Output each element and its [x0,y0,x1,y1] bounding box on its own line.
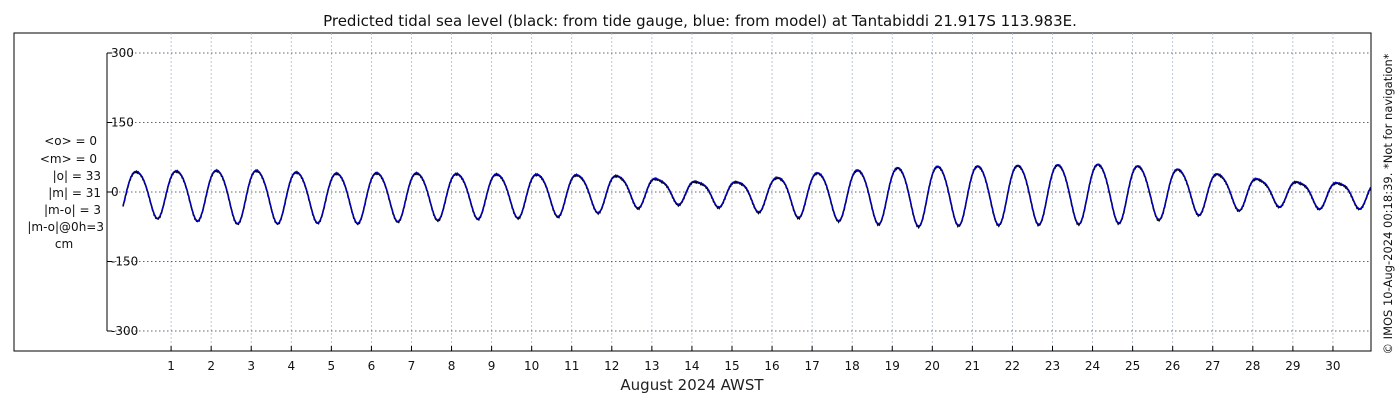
x-tick-label: 13 [644,359,659,373]
x-tick-label: 28 [1245,359,1260,373]
x-tick-label: 9 [488,359,496,373]
x-tick-label: 1 [167,359,175,373]
x-tick-label: 8 [448,359,456,373]
x-tick-label: 18 [845,359,860,373]
x-tick-label: 6 [368,359,376,373]
x-tick-label: 3 [247,359,255,373]
x-tick-label: 16 [764,359,779,373]
y-tick-label: -150 [111,255,138,269]
x-tick-label: 11 [564,359,579,373]
x-tick-label: 15 [724,359,739,373]
chart-title: Predicted tidal sea level (black: from t… [323,12,1077,30]
x-tick-label: 17 [804,359,819,373]
credit-text: © IMOS 10-Aug-2024 00:18:39. *Not for na… [1381,53,1395,354]
series-group [122,163,1372,230]
x-tick-label: 10 [524,359,539,373]
stat-abs-diff-0h: |m-o|@0h=3 [27,220,104,234]
x-tick-label: 12 [604,359,619,373]
model-series-line [122,163,1372,227]
x-tick-label: 22 [1005,359,1020,373]
y-axis: 300 150 0 -150 -300 [106,46,138,338]
x-tick-label: 20 [925,359,940,373]
y-tick-label: 0 [111,185,119,199]
x-tick-label: 23 [1045,359,1060,373]
x-tick-label: 27 [1205,359,1220,373]
stat-unit: cm [55,237,73,251]
grid-lines [107,33,1371,351]
x-tick-label: 19 [885,359,900,373]
y-tick-label: 300 [111,46,134,60]
x-axis-label: August 2024 AWST [620,376,764,394]
x-tick-label: 2 [207,359,215,373]
x-tick-label: 21 [965,359,980,373]
y-tick-label: -300 [111,324,138,338]
stat-mean-obs: <o> = 0 [44,134,97,148]
x-tick-label: 24 [1085,359,1100,373]
x-axis: 1 2 3 4 5 6 7 8 9 10 11 12 13 14 15 16 17 18 19 20 21 22 23 24 2… [135,346,1371,373]
x-tick-label: 7 [408,359,416,373]
stat-abs-obs: |o| = 33 [53,169,101,183]
stat-abs-model: |m| = 31 [48,186,101,200]
stats-box: <o> = 0 <m> = 0 |o| = 33 |m| = 31 |m-o| … [27,134,104,251]
stat-mean-model: <m> = 0 [40,152,97,166]
x-tick-label: 29 [1285,359,1300,373]
x-tick-label: 5 [328,359,336,373]
x-tick-label: 26 [1165,359,1180,373]
y-tick-label: 150 [111,116,134,130]
x-tick-label: 4 [287,359,295,373]
x-tick-label: 30 [1325,359,1340,373]
stat-abs-diff: |m-o| = 3 [44,203,101,217]
x-tick-label: 14 [684,359,699,373]
x-tick-label: 25 [1125,359,1140,373]
